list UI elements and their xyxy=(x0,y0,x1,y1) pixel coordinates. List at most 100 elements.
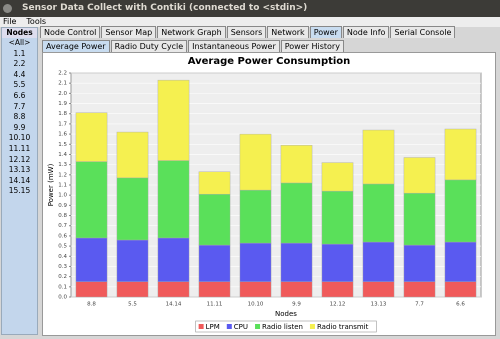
bar-segment xyxy=(403,157,436,194)
tab[interactable]: Serial Console xyxy=(390,26,456,38)
x-tick-label: 12.12 xyxy=(330,302,346,308)
y-tick-label: 2.0 xyxy=(58,91,67,97)
node-item[interactable]: 1.1 xyxy=(13,48,26,58)
bar-segment xyxy=(321,190,354,245)
y-tick-label: 0.9 xyxy=(58,203,67,209)
x-tick-label: 10.10 xyxy=(248,302,264,308)
y-tick-label: 0.7 xyxy=(58,223,67,229)
x-tick-label: 11.11 xyxy=(207,302,223,308)
bar-segment xyxy=(321,243,354,282)
node-item[interactable]: 5.5 xyxy=(13,80,26,90)
bar-segment xyxy=(362,183,395,243)
tab-bar: Node Control Sensor Map Network Graph Senso… xyxy=(40,26,456,38)
bar-segment xyxy=(157,160,190,239)
node-item[interactable]: 9.9 xyxy=(13,122,26,132)
bar-segment xyxy=(444,128,477,181)
node-item[interactable]: 10.10 xyxy=(8,133,31,143)
x-axis-label: Nodes xyxy=(275,310,297,318)
y-tick-label: 0.8 xyxy=(58,213,67,219)
tab[interactable]: Network xyxy=(267,26,309,38)
bar-segment xyxy=(239,133,272,191)
node-item[interactable]: 13.13 xyxy=(8,165,31,175)
y-tick-label: 1.9 xyxy=(58,101,67,107)
tab[interactable]: Node Control xyxy=(40,26,101,38)
chart: Average Power Consumption Nodes Power (m… xyxy=(47,56,482,333)
bar-segment xyxy=(75,112,108,162)
bar-segment xyxy=(198,171,231,195)
y-tick-label: 0.1 xyxy=(58,284,67,290)
y-tick-label: 1.7 xyxy=(58,121,67,127)
tab[interactable]: Sensors xyxy=(226,26,267,38)
bar-segment xyxy=(239,242,272,282)
node-item[interactable]: 7.7 xyxy=(13,101,26,111)
bar-segment xyxy=(444,179,477,243)
bar-segment xyxy=(157,79,190,161)
y-tick-label: 1.4 xyxy=(58,152,67,158)
chart-title: Average Power Consumption xyxy=(188,56,351,67)
bar-segment xyxy=(280,182,313,244)
bar-segment xyxy=(362,241,395,282)
y-tick-label: 0.4 xyxy=(58,254,67,260)
bar-segment xyxy=(280,145,313,184)
node-item[interactable]: 14.14 xyxy=(8,175,31,185)
close-button[interactable] xyxy=(3,4,12,13)
legend-swatch xyxy=(309,324,315,329)
chart-panel: Average Power Consumption Nodes Power (m… xyxy=(42,52,496,336)
legend-label: LPM xyxy=(206,323,220,331)
legend-swatch xyxy=(226,324,232,329)
legend-label: CPU xyxy=(234,323,248,331)
menu-item[interactable]: File xyxy=(3,17,17,26)
node-list: Nodes <All> 1.1 2.2 4.4 5.5 6.6 7.7 8.8 9.9 10.10… xyxy=(1,27,38,335)
node-item[interactable]: 6.6 xyxy=(13,90,26,100)
node-item[interactable]: 4.4 xyxy=(13,69,26,79)
node-item[interactable]: 11.11 xyxy=(8,143,31,153)
bar-segment xyxy=(75,161,108,239)
bar-segment xyxy=(280,281,313,298)
node-item[interactable]: 2.2 xyxy=(13,59,26,69)
y-tick-label: 0.3 xyxy=(58,264,67,270)
window-title: Sensor Data Collect with Contiki (connec… xyxy=(22,3,308,13)
x-tick-label: 5.5 xyxy=(128,302,137,308)
bar-segment xyxy=(198,244,231,282)
subtab[interactable]: Radio Duty Cycle xyxy=(110,40,188,52)
subtab-bar: Average Power Radio Duty Cycle Instantaneo… xyxy=(42,40,345,52)
node-item[interactable]: 15.15 xyxy=(8,186,31,196)
tab[interactable]: Power xyxy=(309,26,342,38)
bar-segment xyxy=(239,189,272,244)
bar-segment xyxy=(403,192,436,246)
bar-segment xyxy=(198,193,231,246)
subtab[interactable]: Average Power xyxy=(42,40,110,52)
bar-segment xyxy=(239,281,272,298)
tab[interactable]: Network Graph xyxy=(157,26,226,38)
legend-swatch xyxy=(255,324,261,329)
x-tick-label: 9.9 xyxy=(292,302,301,308)
y-tick-label: 0.5 xyxy=(58,244,67,250)
bar-segment xyxy=(198,281,231,298)
subtab[interactable]: Power History xyxy=(280,40,344,52)
tab[interactable]: Sensor Map xyxy=(101,26,157,38)
x-tick-label: 7.7 xyxy=(415,302,424,308)
y-tick-label: 0.0 xyxy=(58,295,67,301)
bar-segment xyxy=(116,281,149,298)
x-tick-label: 13.13 xyxy=(371,302,387,308)
node-item[interactable]: <All> xyxy=(8,38,31,47)
bar-segment xyxy=(75,237,108,282)
y-tick-label: 1.1 xyxy=(58,183,67,189)
bar-segment xyxy=(116,177,149,241)
bar-segment xyxy=(116,131,149,179)
node-item[interactable]: 12.12 xyxy=(8,154,31,164)
x-tick-label: 8.8 xyxy=(87,302,96,308)
bar-segment xyxy=(362,281,395,298)
bar-segment xyxy=(444,281,477,298)
menu-item[interactable]: Tools xyxy=(26,17,47,26)
bar-segment xyxy=(157,281,190,298)
subtab[interactable]: Instantaneous Power xyxy=(188,40,280,52)
legend-box xyxy=(195,320,377,333)
y-tick-label: 1.5 xyxy=(58,142,67,148)
bar-segment xyxy=(116,239,149,282)
bar-segment xyxy=(403,281,436,298)
bar-segment xyxy=(321,281,354,298)
node-item[interactable]: 8.8 xyxy=(13,112,26,122)
tab[interactable]: Node Info xyxy=(342,26,390,38)
